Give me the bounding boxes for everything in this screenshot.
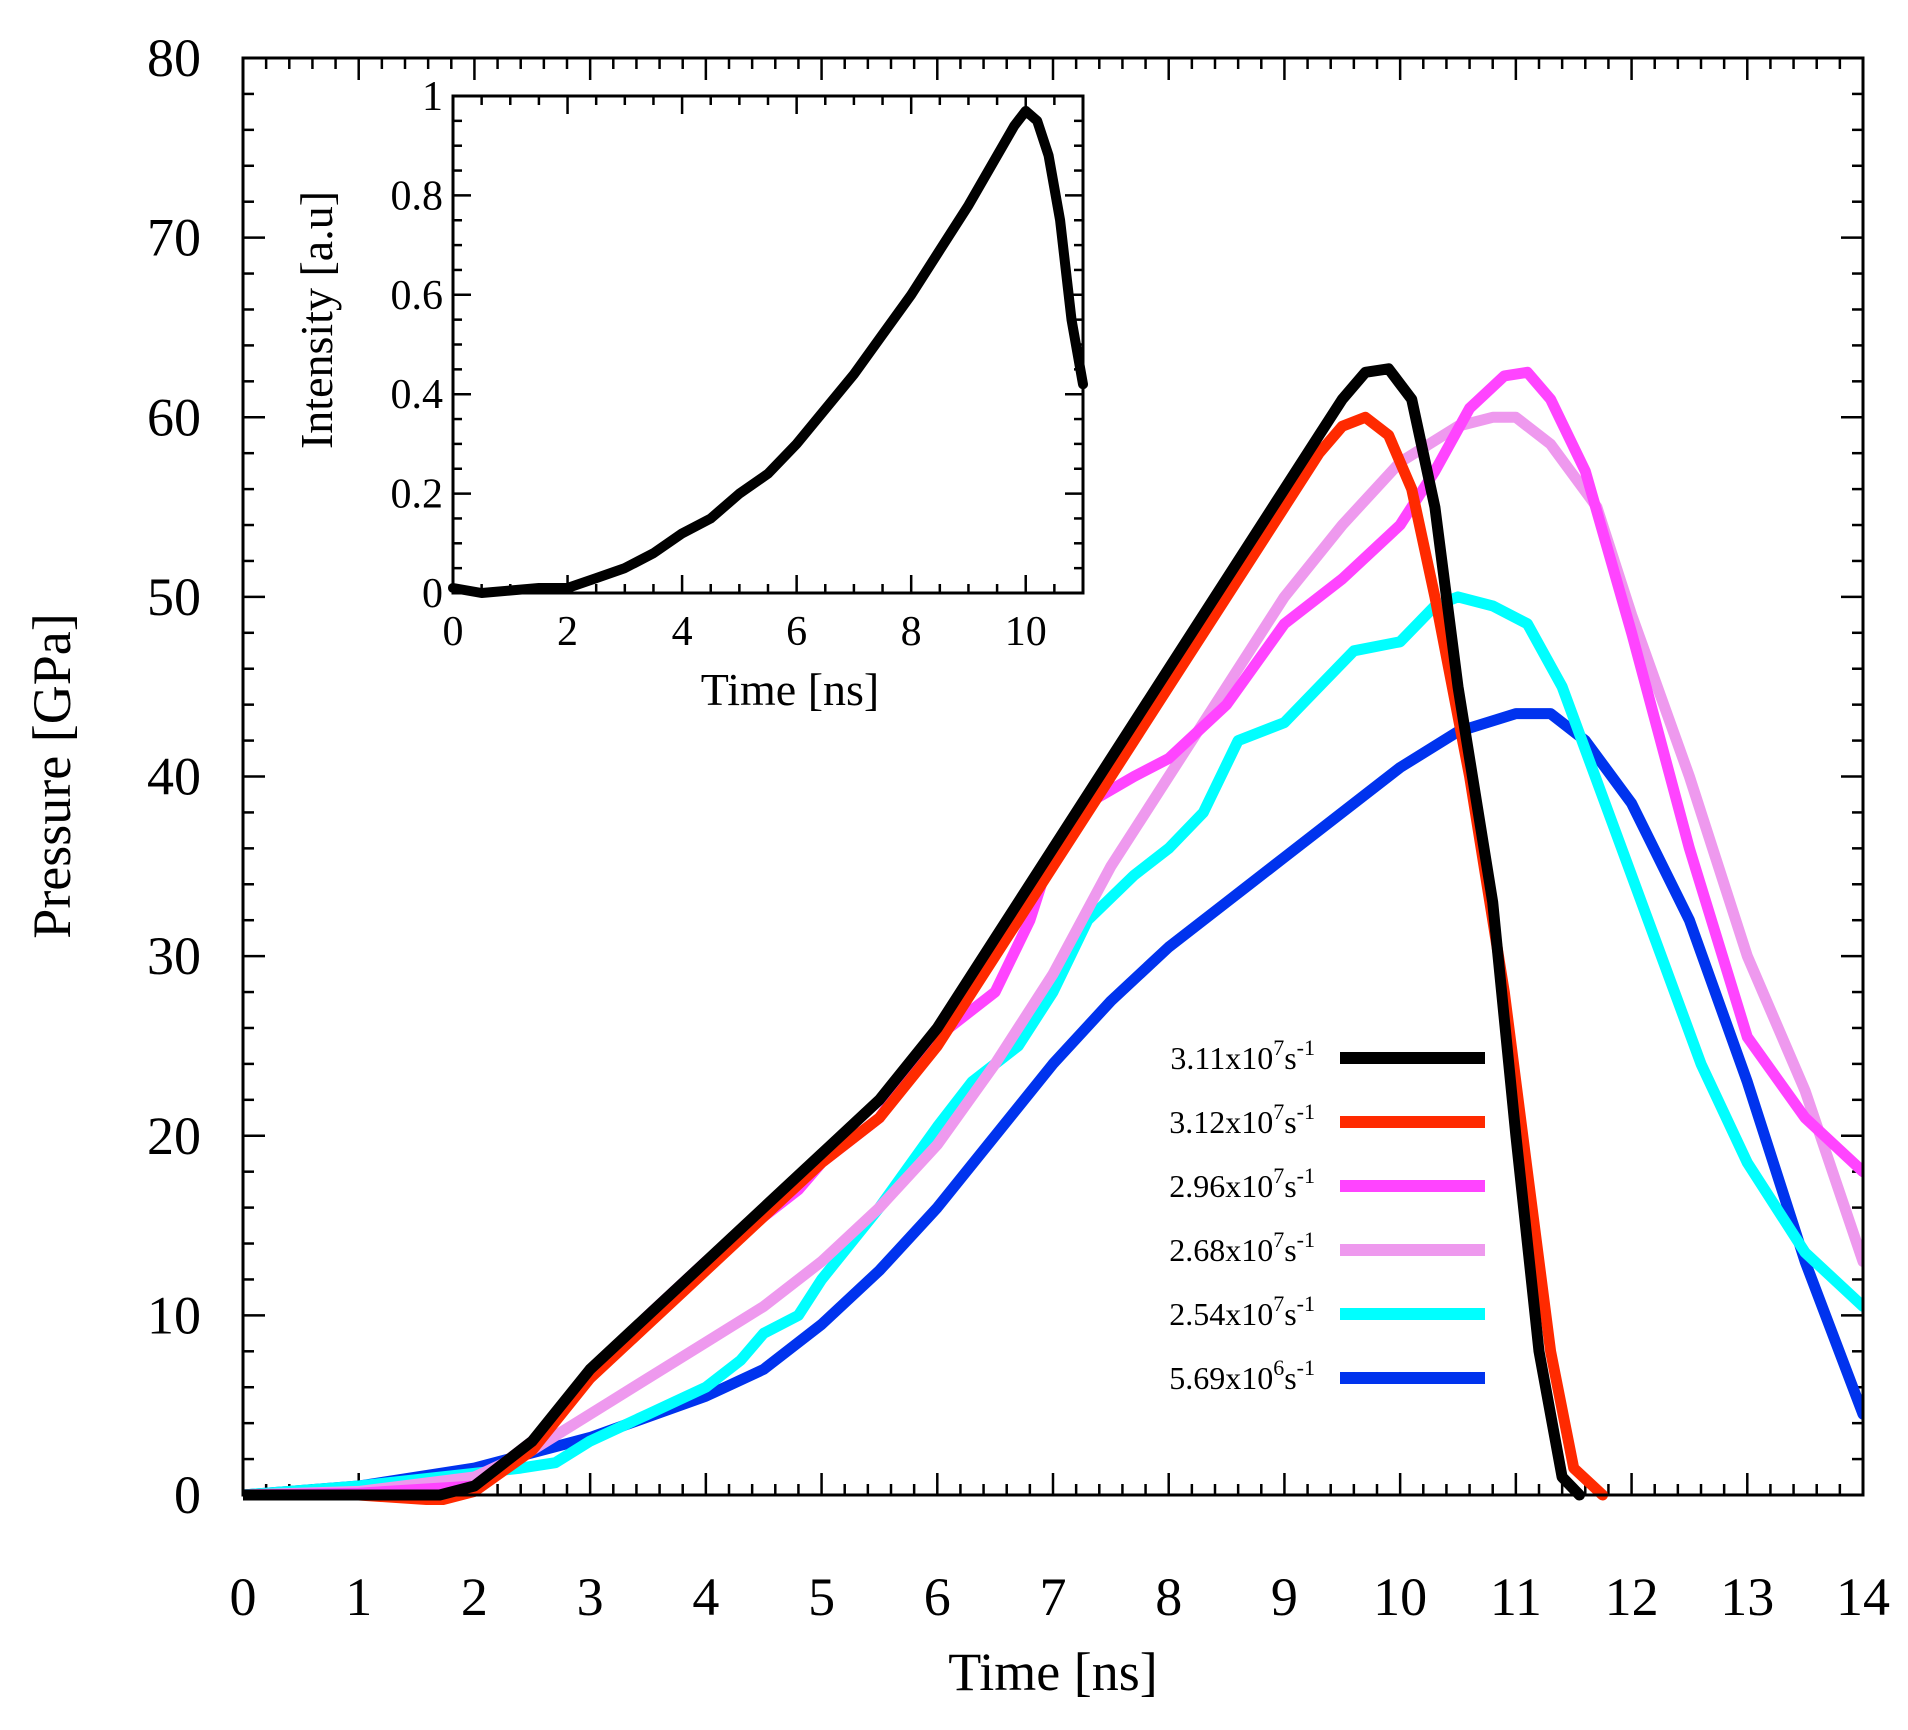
inset-x-tick-label: 4 xyxy=(672,609,693,655)
inset-y-axis-title: Intensity [a.u] xyxy=(291,191,342,449)
inset-x-axis-title: Time [ns] xyxy=(701,664,880,715)
main-y-tick-label: 60 xyxy=(147,387,201,447)
main-y-tick-label: 10 xyxy=(147,1285,201,1345)
main-y-tick-label: 20 xyxy=(147,1106,201,1166)
inset-x-tick-label: 8 xyxy=(901,609,922,655)
main-x-tick-label: 5 xyxy=(808,1567,835,1627)
main-y-tick-label: 50 xyxy=(147,567,201,627)
inset-x-tick-label: 0 xyxy=(443,609,464,655)
main-x-tick-label: 13 xyxy=(1720,1567,1774,1627)
legend-label-3: 2.68x107s-1 xyxy=(1169,1227,1315,1268)
series-line-5 xyxy=(243,708,1863,1501)
main-y-tick-label: 30 xyxy=(147,926,201,986)
inset-x-tick-label: 2 xyxy=(557,609,578,655)
inset-x-tick-label: 10 xyxy=(1005,609,1047,655)
inset-y-tick-label: 0.4 xyxy=(391,372,444,418)
main-x-tick-label: 10 xyxy=(1373,1567,1427,1627)
main-x-tick-label: 4 xyxy=(692,1567,719,1627)
inset-y-tick-label: 0.6 xyxy=(391,273,444,319)
inset-y-tick-label: 0.2 xyxy=(391,472,444,518)
main-x-tick-label: 2 xyxy=(461,1567,488,1627)
main-y-tick-label: 70 xyxy=(147,208,201,268)
main-y-tick-label: 0 xyxy=(174,1465,201,1525)
main-x-tick-label: 6 xyxy=(924,1567,951,1627)
legend-label-2: 2.96x107s-1 xyxy=(1169,1163,1315,1204)
main-y-axis-title: Pressure [GPa] xyxy=(22,613,82,938)
legend-label-0: 3.11x107s-1 xyxy=(1170,1035,1315,1076)
legend-label-5: 5.69x106s-1 xyxy=(1169,1355,1315,1396)
inset-series xyxy=(448,105,1088,598)
inset-y-tick-label: 1 xyxy=(422,74,443,120)
main-plot-frame xyxy=(241,56,1865,1497)
main-x-tick-label: 1 xyxy=(345,1567,372,1627)
main-x-tick-label: 7 xyxy=(1040,1567,1067,1627)
main-y-tick-label: 40 xyxy=(147,747,201,807)
main-x-tick-label: 11 xyxy=(1490,1567,1542,1627)
main-ticks xyxy=(241,56,1865,1497)
main-x-tick-label: 0 xyxy=(230,1567,257,1627)
main-x-axis-title: Time [ns] xyxy=(948,1642,1158,1702)
main-x-tick-label: 14 xyxy=(1836,1567,1890,1627)
inset-series-line-0 xyxy=(448,105,1088,598)
inset-tick-labels: 0 2 4 6 8 10 0 0.2 0.4 0.6 0.8 1 xyxy=(391,74,1047,655)
main-x-tick-label: 9 xyxy=(1271,1567,1298,1627)
series-line-0 xyxy=(243,363,1585,1501)
main-x-tick-label: 12 xyxy=(1605,1567,1659,1627)
series-line-4 xyxy=(243,591,1863,1501)
legend-label-1: 3.12x107s-1 xyxy=(1169,1099,1315,1140)
inset-x-tick-label: 6 xyxy=(786,609,807,655)
legend: 3.11x107s-1 3.12x107s-1 2.96x107s-1 2.68x10… xyxy=(1169,1035,1485,1396)
main-x-tick-label: 8 xyxy=(1155,1567,1182,1627)
inset-y-tick-label: 0 xyxy=(422,571,443,617)
main-x-tick-label: 3 xyxy=(577,1567,604,1627)
legend-label-4: 2.54x107s-1 xyxy=(1169,1291,1315,1332)
inset-y-tick-label: 0.8 xyxy=(391,173,444,219)
inset-plot-frame xyxy=(451,94,1085,595)
main-series xyxy=(243,363,1863,1505)
main-y-tick-label: 80 xyxy=(147,28,201,88)
